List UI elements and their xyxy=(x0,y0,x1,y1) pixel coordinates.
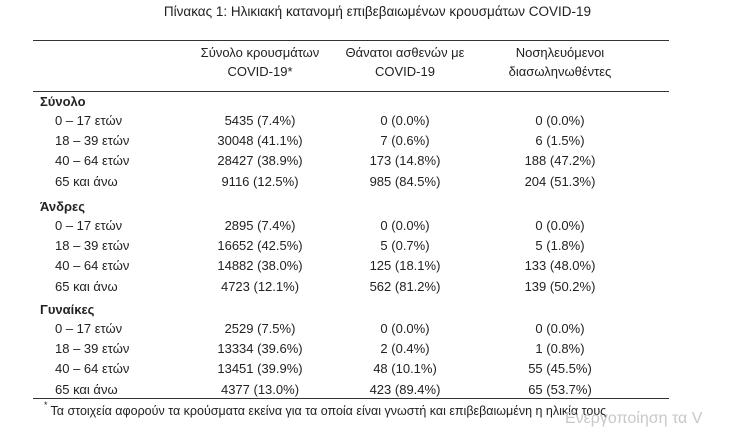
header-intubated: Νοσηλευόμενοι διασωληνωθέντες xyxy=(480,43,640,81)
table-row: 0 – 17 ετών 2529 (7.5%) 0 (0.0%) 0 (0.0%) xyxy=(0,321,755,340)
deaths-cell: 173 (14.8%) xyxy=(369,153,441,169)
table-row: 0 – 17 ετών 5435 (7.4%) 0 (0.0%) 0 (0.0%) xyxy=(0,113,755,132)
intubated-cell: 0 (0.0%) xyxy=(535,113,585,128)
table-row: 18 – 39 ετών 30048 (41.1%) 7 (0.6%) 6 (1.5%… xyxy=(0,133,755,152)
intubated-cell: 6 (1.5%) xyxy=(535,133,585,149)
table-row: 40 – 64 ετών 28427 (38.9%) 173 (14.8%) 188 … xyxy=(0,153,755,172)
age-group-cell: 65 και άνω xyxy=(55,278,118,294)
table-row: 65 και άνω 9116 (12.5%) 985 (84.5%) 204 (51… xyxy=(0,174,755,193)
intubated-cell: 1 (0.8%) xyxy=(535,341,585,357)
header-intubated-line2: διασωληνωθέντες xyxy=(508,64,612,79)
intubated-cell: 139 (50.2%) xyxy=(524,278,596,294)
activation-watermark: Ενεργοποίηση τα V xyxy=(565,410,703,427)
footnote-text: Τα στοιχεία αφορούν τα κρούσματα εκείνα … xyxy=(50,404,607,419)
cases-cell: 14882 (38.0%) xyxy=(217,258,303,274)
section-heading: Γυναίκες xyxy=(40,302,95,317)
table-row: 18 – 39 ετών 16652 (42.5%) 5 (0.7%) 5 (1.8%… xyxy=(0,238,755,257)
cases-cell: 30048 (41.1%) xyxy=(217,133,303,149)
age-group-cell: 0 – 17 ετών xyxy=(55,218,123,233)
table-row: 0 – 17 ετών 2895 (7.4%) 0 (0.0%) 0 (0.0%) xyxy=(0,218,755,237)
cases-cell: 5435 (7.4%) xyxy=(224,113,296,128)
intubated-cell: 65 (53.7%) xyxy=(528,381,592,397)
cases-cell: 9116 (12.5%) xyxy=(221,173,299,189)
deaths-cell: 985 (84.5%) xyxy=(369,173,441,189)
age-group-cell: 0 – 17 ετών xyxy=(55,113,123,128)
header-total-cases-line1: Σύνολο κρουσμάτων xyxy=(200,45,320,60)
table-title: Πίνακας 1: Ηλικιακή κατανομή επιβεβαιωμέ… xyxy=(163,4,592,19)
header-deaths: Θάνατοι ασθενών με COVID-19 xyxy=(330,43,480,81)
cases-cell: 2895 (7.4%) xyxy=(224,218,296,233)
header-intubated-line1: Νοσηλευόμενοι xyxy=(515,45,605,60)
age-group-cell: 65 και άνω xyxy=(55,381,118,397)
age-group-cell: 18 – 39 ετών xyxy=(55,133,130,149)
cases-cell: 4377 (13.0%) xyxy=(220,381,300,397)
header-deaths-line2: COVID-19 xyxy=(375,64,435,79)
table-row: 65 και άνω 4723 (12.1%) 562 (81.2%) 139 (50… xyxy=(0,279,755,298)
deaths-cell: 562 (81.2%) xyxy=(369,278,441,294)
deaths-cell: 5 (0.7%) xyxy=(380,238,430,254)
deaths-cell: 48 (10.1%) xyxy=(373,361,437,377)
header-deaths-line1: Θάνατοι ασθενών με xyxy=(345,45,465,60)
intubated-cell: 133 (48.0%) xyxy=(524,258,596,274)
cases-cell: 4723 (12.1%) xyxy=(220,278,300,294)
intubated-cell: 5 (1.8%) xyxy=(535,238,585,254)
header-rule xyxy=(33,91,669,92)
age-group-cell: 65 και άνω xyxy=(55,173,118,189)
footnote-mark: * xyxy=(44,400,48,410)
footnote: * Τα στοιχεία αφορούν τα κρούσματα εκείνα… xyxy=(44,400,607,419)
age-group-cell: 0 – 17 ετών xyxy=(55,321,123,336)
bottom-rule xyxy=(33,398,669,399)
table-row: 65 και άνω 4377 (13.0%) 423 (89.4%) 65 (53.… xyxy=(0,382,755,401)
cases-cell: 28427 (38.9%) xyxy=(217,153,303,169)
top-rule xyxy=(33,40,669,41)
table-row: 40 – 64 ετών 13451 (39.9%) 48 (10.1%) 55 (4… xyxy=(0,361,755,380)
table-row: 18 – 39 ετών 13334 (39.6%) 2 (0.4%) 1 (0.8%… xyxy=(0,341,755,360)
age-group-cell: 40 – 64 ετών xyxy=(55,361,130,377)
cases-cell: 16652 (42.5%) xyxy=(217,238,303,254)
section-heading: Άνδρες xyxy=(40,199,85,214)
intubated-cell: 188 (47.2%) xyxy=(524,153,596,169)
cases-cell: 13334 (39.6%) xyxy=(217,341,303,357)
deaths-cell: 125 (18.1%) xyxy=(369,258,441,274)
deaths-cell: 7 (0.6%) xyxy=(380,133,430,149)
deaths-cell: 2 (0.4%) xyxy=(380,341,430,357)
header-total-cases: Σύνολο κρουσμάτων COVID-19* xyxy=(190,43,330,81)
intubated-cell: 0 (0.0%) xyxy=(535,218,585,233)
age-group-cell: 18 – 39 ετών xyxy=(55,341,130,357)
cases-cell: 13451 (39.9%) xyxy=(217,361,303,377)
cases-cell: 2529 (7.5%) xyxy=(224,321,296,336)
deaths-cell: 423 (89.4%) xyxy=(369,381,441,397)
deaths-cell: 0 (0.0%) xyxy=(380,321,430,336)
section-heading: Σύνολο xyxy=(40,94,86,109)
intubated-cell: 0 (0.0%) xyxy=(535,321,585,336)
table-row: 40 – 64 ετών 14882 (38.0%) 125 (18.1%) 133 … xyxy=(0,258,755,277)
header-total-cases-line2: COVID-19* xyxy=(227,64,293,79)
intubated-cell: 204 (51.3%) xyxy=(524,173,596,189)
age-group-cell: 40 – 64 ετών xyxy=(55,153,130,169)
deaths-cell: 0 (0.0%) xyxy=(380,218,430,233)
intubated-cell: 55 (45.5%) xyxy=(528,361,592,377)
deaths-cell: 0 (0.0%) xyxy=(380,113,430,128)
age-group-cell: 18 – 39 ετών xyxy=(55,238,130,254)
age-group-cell: 40 – 64 ετών xyxy=(55,258,130,274)
